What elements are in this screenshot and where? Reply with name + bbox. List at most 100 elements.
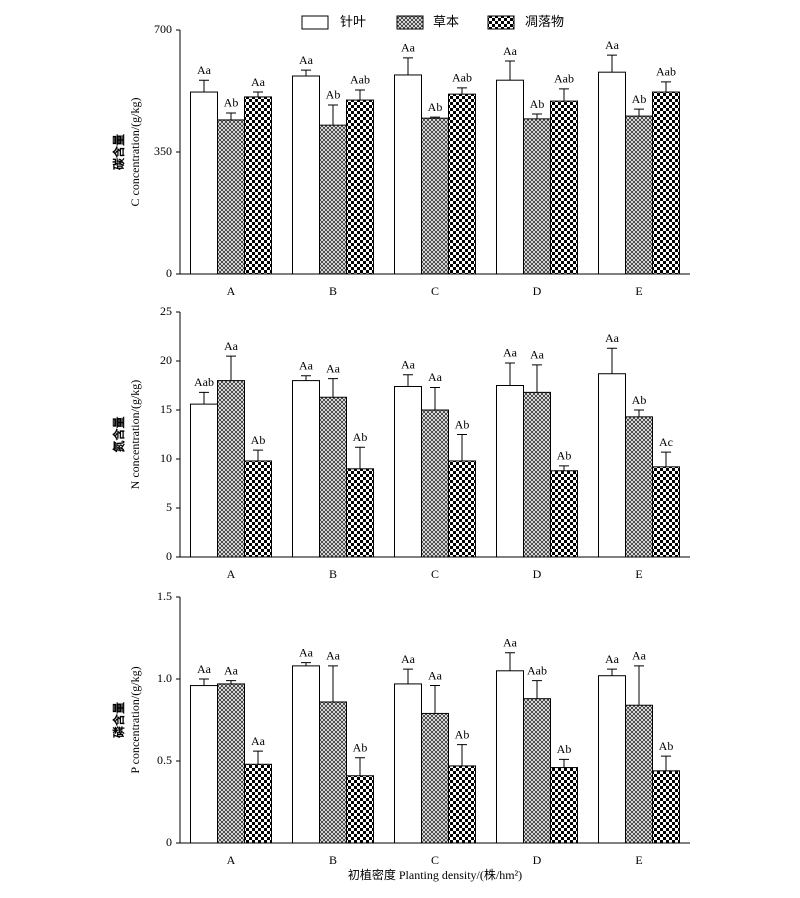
error-bar xyxy=(253,449,263,461)
bar xyxy=(523,698,551,844)
bar xyxy=(652,770,680,844)
error-bar xyxy=(226,355,236,381)
y-tick-label: 15 xyxy=(160,402,172,416)
y-axis-title: 磷含量 xyxy=(111,702,126,738)
error-bar xyxy=(430,116,440,119)
error-bar xyxy=(199,678,209,686)
annotation: Aab xyxy=(656,65,676,79)
x-tick-label: D xyxy=(533,853,542,867)
error-bar xyxy=(403,374,413,387)
x-tick-label: A xyxy=(227,284,236,298)
annotation: Aab xyxy=(194,375,214,389)
bar xyxy=(292,665,320,844)
bar xyxy=(421,712,449,844)
x-tick-label: E xyxy=(635,853,642,867)
x-tick-label: B xyxy=(329,284,337,298)
error-bar xyxy=(607,54,617,73)
error-bar xyxy=(559,88,569,102)
error-bar xyxy=(355,446,365,469)
annotation: Aa xyxy=(605,331,620,345)
bar xyxy=(292,75,320,275)
annotation: Aa xyxy=(401,652,416,666)
bar xyxy=(319,396,347,558)
legend-swatch xyxy=(301,15,329,30)
annotation: Ab xyxy=(326,88,341,102)
annotation: Ac xyxy=(659,435,673,449)
legend-label: 草本 xyxy=(433,14,459,29)
y-tick-label: 1.5 xyxy=(157,589,172,603)
annotation: Aa xyxy=(401,41,416,55)
legend-swatch xyxy=(487,15,515,30)
annotation: Ab xyxy=(455,727,470,741)
bar xyxy=(652,466,680,558)
error-bar xyxy=(505,652,515,671)
error-bar xyxy=(301,662,311,666)
y-axis-title: C concentration/(g/kg) xyxy=(128,98,142,207)
bar xyxy=(598,373,626,558)
legend-label: 凋落物 xyxy=(525,14,564,29)
x-tick-label: A xyxy=(227,567,236,581)
x-axis-title: 初植密度 Planting density/(株/hm²) xyxy=(348,867,522,882)
error-bar xyxy=(430,386,440,410)
legend-swatch xyxy=(396,15,424,30)
annotation: Aa xyxy=(428,668,443,682)
bar xyxy=(190,685,218,844)
y-tick-label: 0.5 xyxy=(157,753,172,767)
error-bar xyxy=(430,685,440,714)
annotation: Ab xyxy=(224,96,239,110)
error-bar xyxy=(403,57,413,75)
error-bar xyxy=(457,87,467,95)
error-bar xyxy=(226,680,236,684)
error-bar xyxy=(634,665,644,706)
error-bar xyxy=(505,362,515,386)
bar xyxy=(394,683,422,844)
bar xyxy=(523,118,551,275)
error-bar xyxy=(253,91,263,97)
annotation: Ab xyxy=(557,449,572,463)
annotation: Aa xyxy=(299,358,314,372)
error-bar xyxy=(634,409,644,417)
annotation: Ab xyxy=(428,100,443,114)
bar xyxy=(394,385,422,558)
annotation: Ab xyxy=(557,742,572,756)
annotation: Ab xyxy=(251,433,266,447)
error-bar xyxy=(403,668,413,684)
bar xyxy=(625,115,653,275)
annotation: Aa xyxy=(605,652,620,666)
y-tick-label: 0 xyxy=(166,835,172,849)
annotation: Aa xyxy=(503,346,518,360)
bar xyxy=(448,460,476,558)
error-bar xyxy=(199,391,209,405)
x-tick-label: B xyxy=(329,853,337,867)
bar xyxy=(190,403,218,558)
y-axis-title: 碳含量 xyxy=(111,134,126,170)
error-bar xyxy=(199,79,209,93)
y-tick-label: 20 xyxy=(160,353,172,367)
bar xyxy=(217,380,245,558)
bar xyxy=(448,93,476,275)
x-tick-label: E xyxy=(635,567,642,581)
error-bar xyxy=(607,668,617,676)
x-tick-label: C xyxy=(431,284,439,298)
y-tick-label: 10 xyxy=(160,451,172,465)
annotation: Aa xyxy=(428,370,443,384)
error-bar xyxy=(328,665,338,702)
annotation: Aa xyxy=(251,75,266,89)
error-bar xyxy=(559,758,569,768)
bar xyxy=(319,701,347,844)
annotation: Aa xyxy=(197,63,212,77)
annotation: Aa xyxy=(530,348,545,362)
legend-label: 针叶 xyxy=(340,14,366,29)
bar xyxy=(625,704,653,844)
bar xyxy=(550,100,578,275)
error-bar xyxy=(301,69,311,77)
bar xyxy=(496,670,524,844)
bar xyxy=(346,775,374,844)
annotation: Aab xyxy=(452,71,472,85)
annotation: Ab xyxy=(455,417,470,431)
annotation: Aa xyxy=(326,649,341,663)
annotation: Aa xyxy=(299,53,314,67)
bar xyxy=(217,683,245,844)
annotation: Ab xyxy=(353,740,368,754)
